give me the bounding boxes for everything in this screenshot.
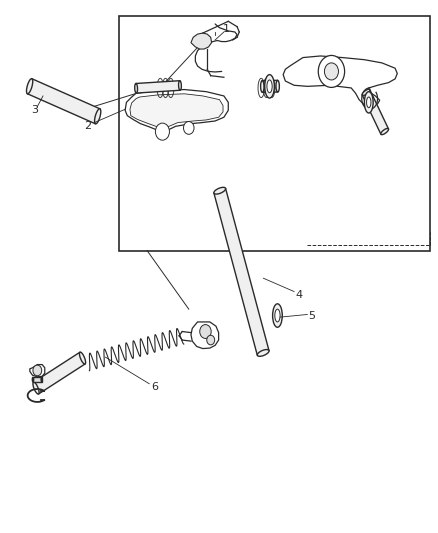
Ellipse shape [134, 84, 137, 93]
Ellipse shape [276, 80, 279, 92]
Polygon shape [130, 94, 223, 127]
Polygon shape [125, 90, 228, 131]
Text: 6: 6 [151, 383, 158, 392]
Text: 4: 4 [294, 290, 301, 300]
Circle shape [33, 365, 42, 376]
Ellipse shape [257, 350, 268, 357]
Ellipse shape [94, 109, 101, 124]
Polygon shape [136, 80, 180, 93]
Polygon shape [30, 365, 45, 377]
Text: 5: 5 [307, 311, 314, 320]
Polygon shape [27, 79, 100, 124]
Ellipse shape [266, 80, 272, 93]
Circle shape [318, 55, 344, 87]
Polygon shape [283, 56, 396, 107]
Ellipse shape [260, 80, 263, 92]
FancyBboxPatch shape [118, 16, 429, 251]
Ellipse shape [366, 97, 370, 108]
Circle shape [324, 63, 338, 80]
Polygon shape [261, 80, 277, 92]
Text: 2: 2 [84, 122, 91, 131]
Polygon shape [33, 377, 42, 382]
Ellipse shape [213, 187, 225, 194]
Ellipse shape [33, 382, 39, 394]
Ellipse shape [79, 352, 85, 364]
Circle shape [199, 325, 211, 338]
Ellipse shape [274, 309, 279, 322]
Ellipse shape [380, 128, 388, 135]
Polygon shape [213, 189, 268, 355]
Ellipse shape [364, 92, 372, 113]
Polygon shape [33, 352, 85, 394]
Polygon shape [191, 33, 211, 49]
Ellipse shape [41, 377, 42, 382]
Ellipse shape [32, 377, 33, 382]
Ellipse shape [361, 89, 369, 95]
Circle shape [183, 122, 194, 134]
Polygon shape [191, 322, 218, 349]
Circle shape [206, 335, 214, 345]
Ellipse shape [272, 304, 282, 327]
Text: 1: 1 [222, 25, 229, 34]
Ellipse shape [178, 80, 181, 90]
Text: 3: 3 [31, 106, 38, 115]
Circle shape [155, 123, 169, 140]
Ellipse shape [26, 79, 33, 94]
Polygon shape [361, 90, 388, 134]
Ellipse shape [264, 75, 274, 98]
